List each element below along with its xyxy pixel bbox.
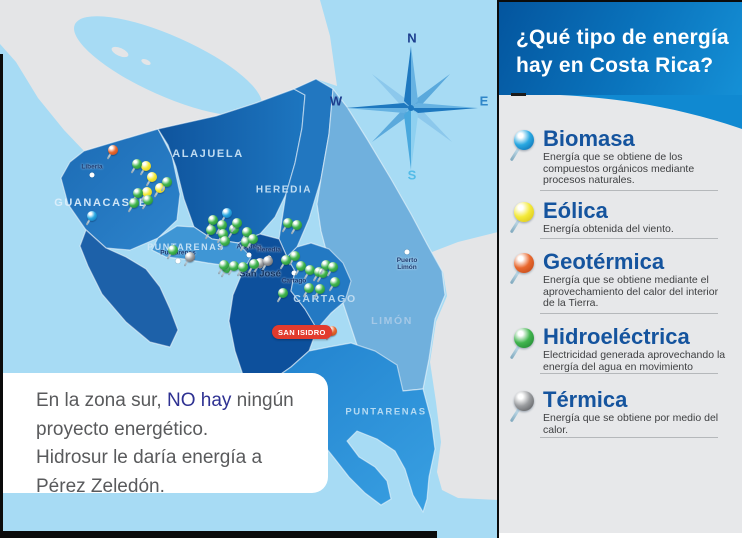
bottom-edge-bar (0, 531, 437, 538)
legend-title: Biomasa (543, 126, 635, 151)
legend-title: Térmica (543, 387, 628, 412)
geotermica-pin-icon (509, 253, 552, 293)
costa-rica-map: GUANACASTE ALAJUELA HEREDIA PUNTARENAS CARTA… (0, 0, 498, 538)
south-zone-info-box: En la zona sur, NO hay ningún proyecto e… (0, 373, 328, 497)
eolica-pin-icon (509, 202, 552, 242)
nicoya-peninsula (79, 229, 179, 348)
hidroelectrica-pin-icon (509, 328, 552, 368)
panel-title: ¿Qué tipo de energía hay en Costa Rica? (516, 26, 729, 77)
san-isidro-badge: SAN ISIDRO (272, 325, 332, 339)
province-label-puntarenas: PUNTARENAS (345, 406, 427, 418)
legend-divider (540, 373, 718, 374)
header-dash-decoration (511, 93, 526, 96)
legend-description: Electricidad generada aprovechando la en… (543, 349, 726, 373)
legend-divider (540, 437, 718, 438)
legend-divider (540, 190, 718, 191)
compass-rose (346, 46, 478, 170)
legend-title: Geotérmica (543, 249, 665, 274)
province-label-layer: GUANACASTE ALAJUELA HEREDIA PUNTARENAS CARTA… (54, 148, 427, 418)
termica-pin-icon (509, 391, 552, 431)
legend-description: Energía que se obtiene mediante el aprov… (543, 274, 719, 309)
legend-title: Eólica (543, 198, 608, 223)
province-label-alajuela: ALAJUELA (172, 148, 244, 160)
legend-divider (540, 238, 718, 239)
left-edge-bar (0, 54, 3, 531)
lake-nicaragua (74, 16, 262, 116)
province-label-puntarenas: PUNTARENAS (147, 242, 225, 252)
legend-description: Energía que se obtiene por medio del cal… (543, 412, 719, 436)
top-edge-bar (499, 0, 742, 2)
panel-divider-line (497, 0, 500, 538)
no-hay-emphasis: NO hay (166, 390, 232, 411)
province-label-limn: LIMÓN (371, 315, 413, 327)
energy-legend-panel: ¿Qué tipo de energía hay en Costa Rica? … (499, 0, 742, 538)
compass-south-label: S (407, 167, 417, 183)
energy-pin-layer (85, 145, 340, 341)
compass-north-label: N (407, 30, 417, 46)
legend-description: Energía que se obtiene de los compuestos… (543, 151, 695, 186)
panel-header (499, 2, 742, 95)
header-wave-decoration (560, 95, 742, 129)
province-label-cartago: CARTAGO (293, 293, 357, 305)
province-label-heredia: HEREDIA (255, 184, 313, 196)
legend-title: Hidroeléctrica (543, 324, 690, 349)
legend-divider (540, 313, 718, 314)
legend-description: Energía obtenida del viento. (543, 223, 674, 235)
compass-west-label: W (329, 93, 343, 109)
panel-background (499, 95, 742, 533)
compass-east-label: E (479, 93, 489, 109)
province-label-guanacaste: GUANACASTE (54, 197, 148, 209)
panama-landmass (430, 232, 498, 500)
info-text: En la zona sur, NO hay ningún proyecto e… (36, 390, 294, 497)
biomasa-pin-icon (509, 130, 552, 170)
province-alajuela (157, 88, 306, 244)
